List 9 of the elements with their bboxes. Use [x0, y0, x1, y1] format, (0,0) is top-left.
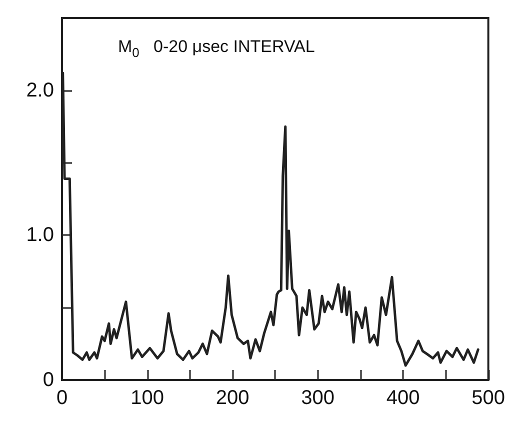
y-tick-label: 0 [42, 369, 54, 391]
x-tick-label: 500 [472, 387, 506, 409]
x-tick-label: 100 [130, 387, 164, 409]
x-tick-label: 300 [301, 387, 334, 409]
y-tick-label: 2.0 [26, 79, 54, 102]
x-tick-label: 0 [56, 387, 68, 409]
x-tick-label: 200 [216, 387, 250, 409]
x-tick-label: 400 [386, 387, 420, 409]
y-tick-label: 1.0 [26, 224, 54, 246]
